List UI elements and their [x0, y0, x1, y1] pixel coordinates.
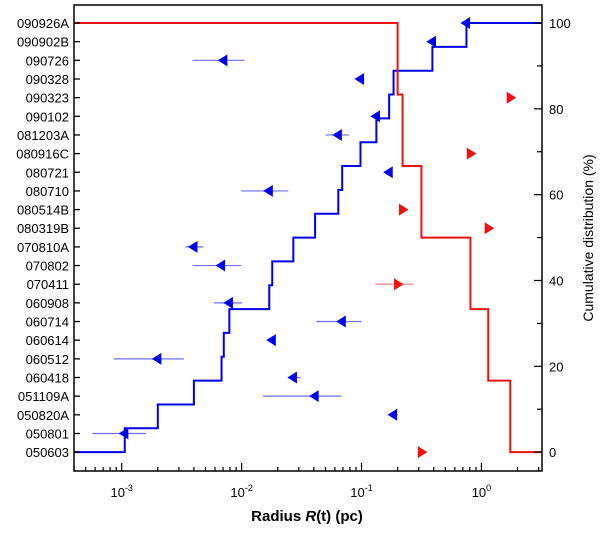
x-tick-label: 100: [472, 483, 491, 500]
y-right-tick-label: 80: [549, 102, 563, 117]
y-right-tick-label: 100: [549, 16, 571, 31]
grb-label: 090926A: [17, 16, 69, 31]
upper-limit-cumulative-line: [74, 22, 542, 454]
x-tick-label: 10-2: [230, 483, 252, 500]
upper-limit-marker: [287, 371, 297, 384]
x-tick-label: 10-3: [110, 483, 132, 500]
grb-label: 060714: [26, 315, 69, 330]
upper-limit-marker: [215, 259, 226, 272]
grb-label: 070411: [27, 277, 69, 292]
upper-limit-marker: [336, 315, 346, 328]
grb-label: 060418: [26, 370, 69, 385]
grb-label: 080710: [26, 184, 69, 199]
upper-limit-marker: [187, 240, 198, 253]
grb-label: 050820A: [17, 408, 69, 423]
grb-label: 090323: [26, 91, 69, 106]
grb-label: 090726: [26, 53, 69, 68]
grb-label: 050603: [26, 445, 69, 460]
grb-label: 080514B: [17, 203, 69, 218]
lower-limit-marker: [398, 203, 409, 216]
grb-label: 080916C: [16, 147, 69, 162]
grb-label: 050801: [26, 426, 69, 441]
grb-label: 080319B: [17, 221, 69, 236]
lower-limit-cumulative-line: [74, 22, 542, 454]
upper-limit-marker: [266, 334, 276, 347]
lower-limit-marker: [417, 446, 428, 459]
upper-limit-marker: [332, 128, 342, 141]
lower-limit-marker: [484, 222, 495, 235]
grb-label: 051109A: [18, 389, 69, 404]
upper-limit-marker: [263, 184, 273, 197]
grb-label: 090902B: [17, 35, 69, 50]
lower-limit-marker: [394, 278, 404, 291]
grb-label: 070810A: [17, 240, 69, 255]
upper-limit-marker: [354, 72, 365, 85]
y-right-tick-label: 0: [549, 445, 556, 460]
upper-limit-marker: [309, 390, 319, 403]
upper-limit-marker: [383, 166, 393, 179]
upper-limit-marker: [460, 17, 471, 30]
y-right-tick-label: 40: [549, 273, 563, 288]
upper-limit-marker: [151, 352, 162, 365]
y-right-tick-label: 20: [549, 359, 563, 374]
upper-limit-marker: [223, 296, 233, 309]
lower-limit-marker: [466, 147, 477, 160]
grb-label: 060512: [26, 352, 69, 367]
upper-limit-marker: [426, 35, 436, 48]
x-axis-label: Radius R(t) (pc): [251, 508, 363, 525]
grb-label: 090328: [26, 72, 69, 87]
y-axis-label-right: Cumulative distribution (%): [580, 154, 596, 321]
x-tick-label: 10-1: [350, 483, 372, 500]
upper-limit-marker: [370, 110, 380, 123]
grb-label: 080721: [26, 165, 69, 180]
upper-limit-marker: [217, 54, 228, 67]
upper-limit-marker: [387, 408, 398, 421]
grb-label: 081203A: [17, 128, 69, 143]
grb-label: 060908: [26, 296, 69, 311]
y-right-tick-label: 60: [549, 188, 563, 203]
lower-limit-marker: [506, 91, 517, 104]
grb-label: 090102: [26, 109, 69, 124]
grb-label: 070802: [26, 259, 69, 274]
grb-label: 060614: [26, 333, 69, 348]
upper-limit-marker: [118, 427, 129, 440]
